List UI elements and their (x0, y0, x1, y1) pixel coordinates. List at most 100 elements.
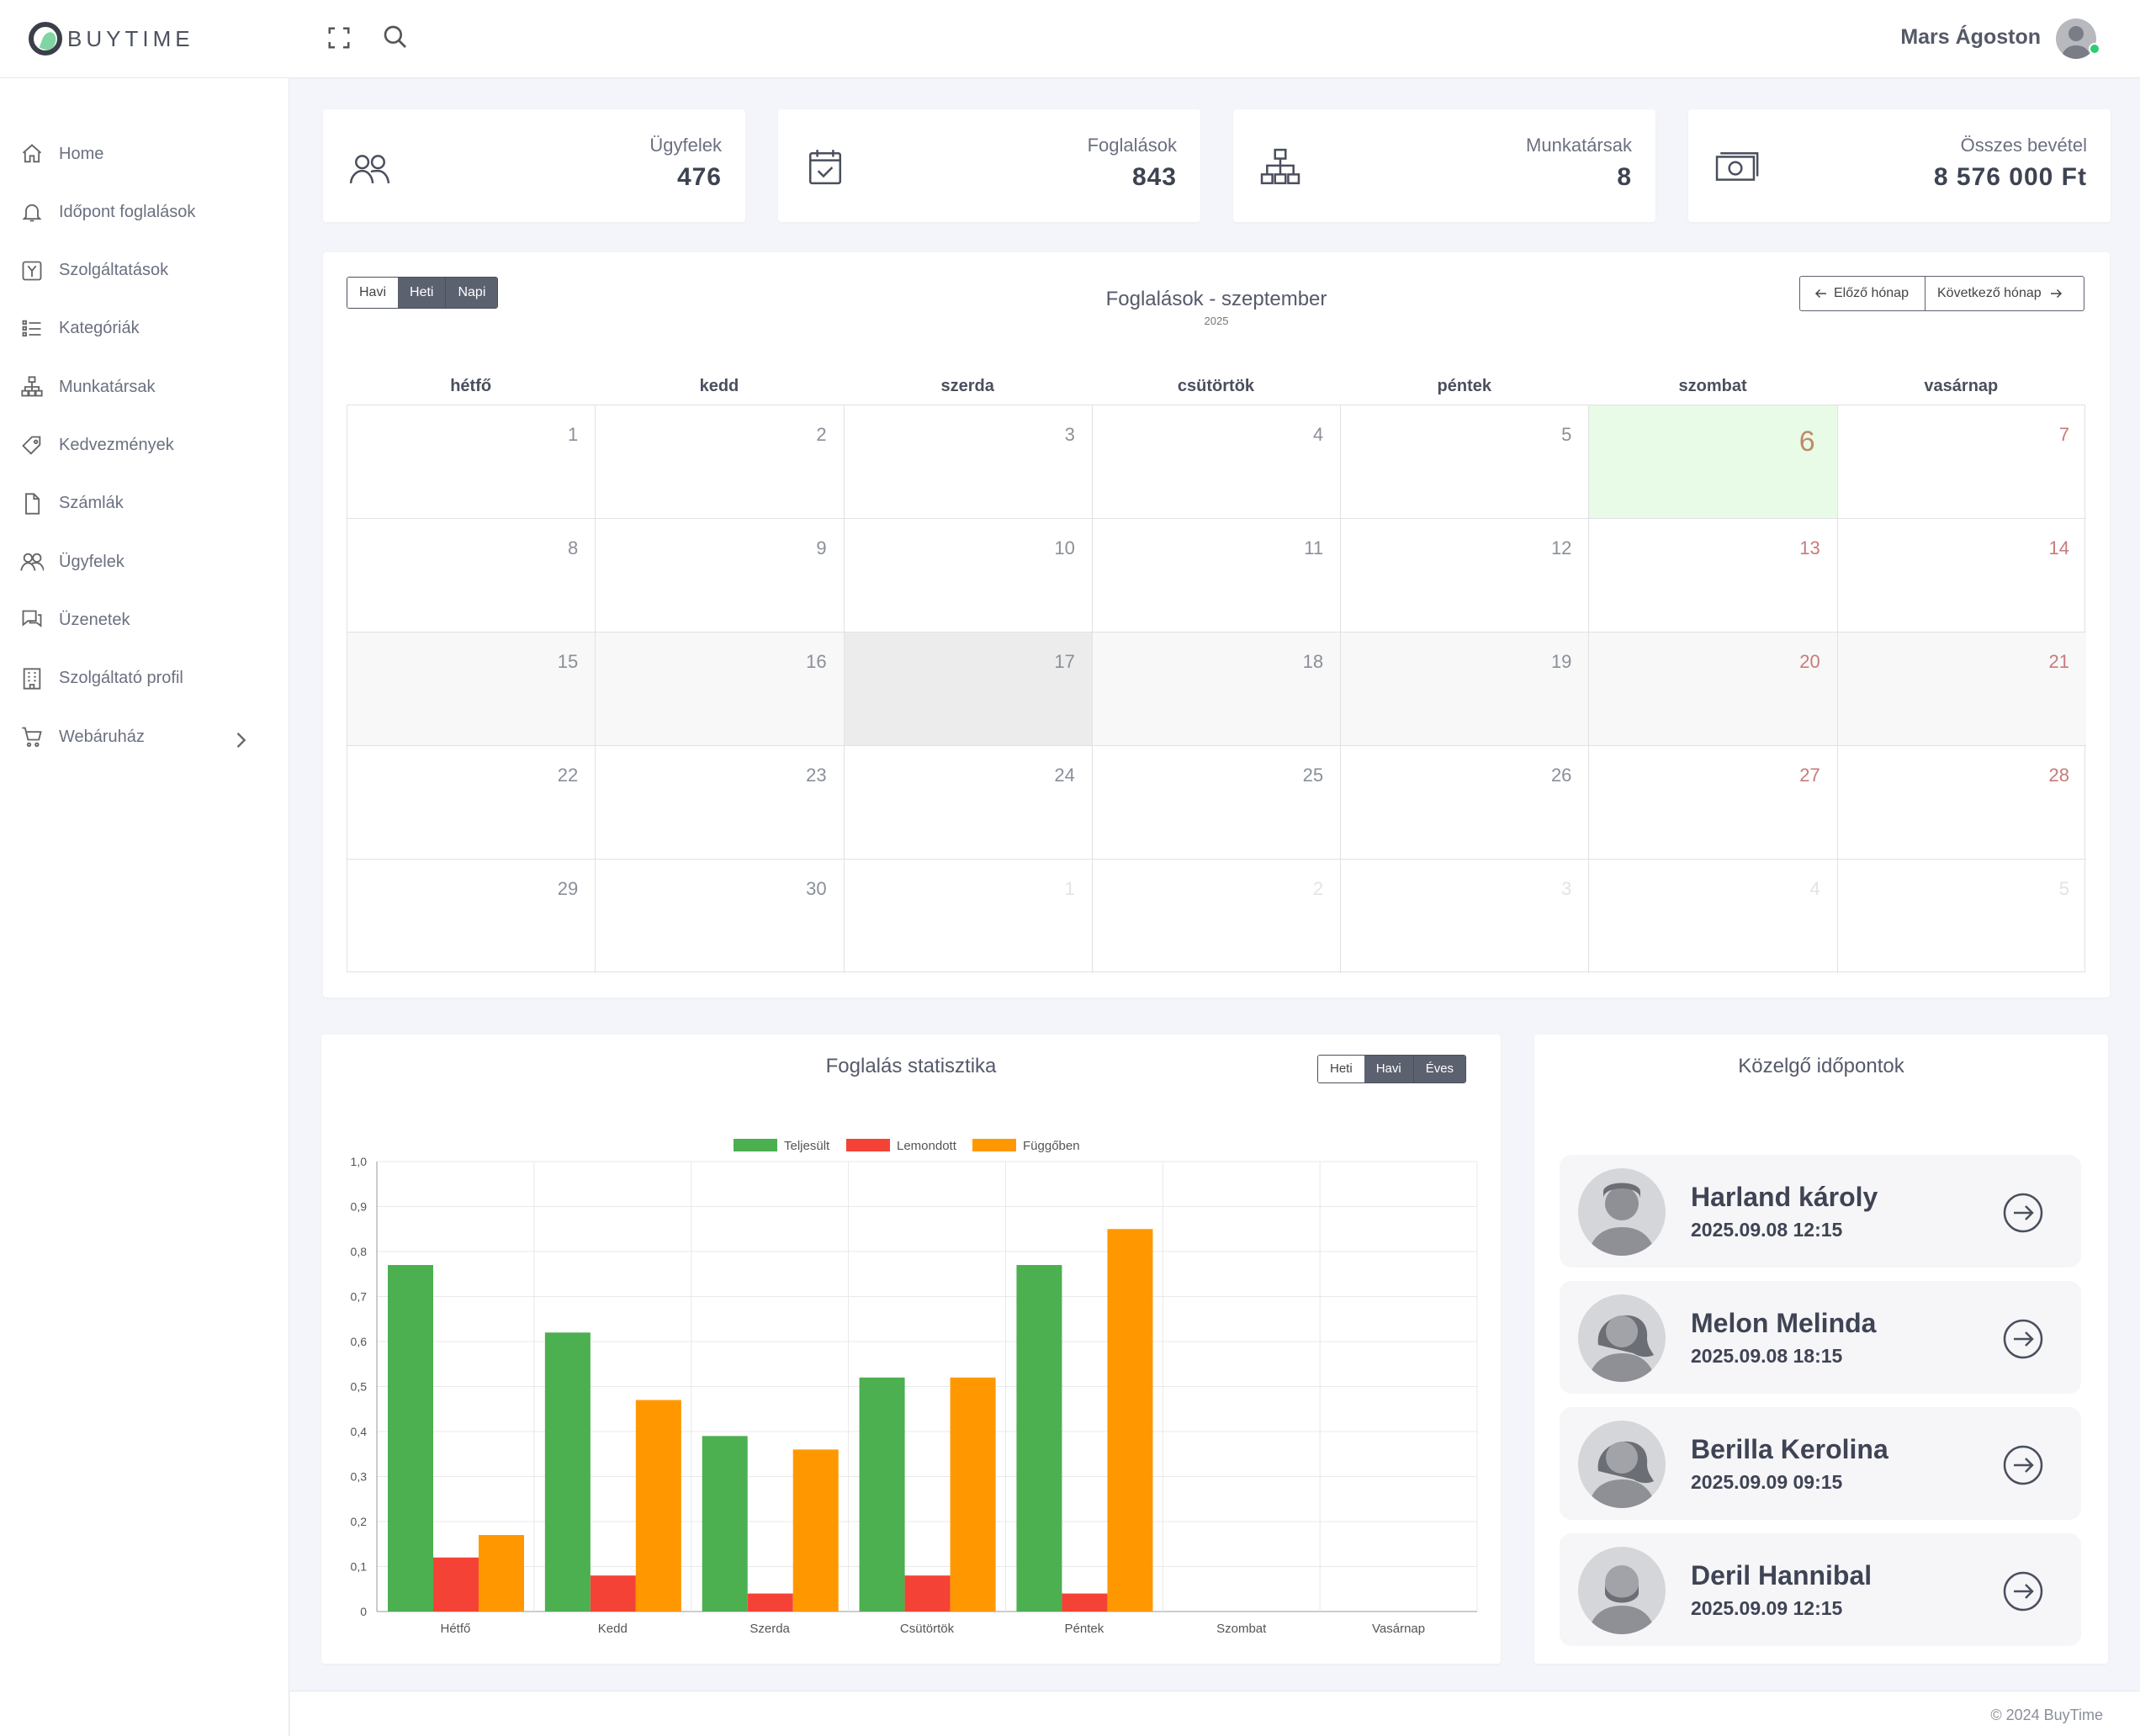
sidebar-item-org-chart[interactable]: Munkatársak (20, 370, 273, 404)
calendar-day[interactable]: 25 (1092, 746, 1342, 860)
calendar-day[interactable]: 20 (1589, 632, 1838, 746)
calendar-day[interactable]: 11 (1092, 519, 1342, 632)
user-avatar[interactable] (2056, 19, 2096, 59)
appointment-time: 2025.09.08 12:15 (1691, 1219, 1843, 1241)
range-heti-button[interactable]: Heti (1318, 1056, 1364, 1082)
file-icon (25, 493, 40, 515)
calendar-day[interactable]: 17 (844, 632, 1093, 746)
calendar-day[interactable]: 24 (844, 746, 1093, 860)
calendar-day[interactable]: 18 (1092, 632, 1342, 746)
sidebar-item-file[interactable]: Számlák (20, 487, 273, 521)
calendar-day[interactable]: 14 (1837, 519, 2086, 632)
calendar-day[interactable]: 4 (1092, 405, 1342, 519)
fullscreen-icon[interactable] (326, 25, 352, 50)
stat-card-org-chart[interactable]: Munkatársak 8 (1233, 109, 1655, 222)
view-heti-button[interactable]: Heti (398, 278, 446, 308)
sidebar-item-tag[interactable]: Kedvezmények (20, 429, 273, 463)
calendar-day[interactable]: 21 (1837, 632, 2086, 746)
calendar-day[interactable]: 3 (844, 405, 1093, 519)
appointment-item[interactable]: Melon Melinda 2025.09.08 18:15 (1560, 1281, 2081, 1394)
calendar-day[interactable]: 19 (1341, 632, 1590, 746)
calendar-day[interactable]: 30 (596, 860, 845, 973)
calendar-grid: 1 2 3 4 5 6 7 8 9 10 11 12 13 14 15 16 17 18 19 20 21 22 23 24 2… (347, 405, 2086, 973)
appointment-avatar (1578, 1421, 1666, 1508)
calendar-day[interactable]: 12 (1341, 519, 1590, 632)
calendar-day[interactable]: 1 (347, 405, 596, 519)
calendar-day-outside[interactable]: 4 (1589, 860, 1838, 973)
male-avatar-icon (1588, 1183, 1655, 1256)
calendar-day[interactable]: 15 (347, 632, 596, 746)
calendar-day[interactable]: 27 (1589, 746, 1838, 860)
next-month-label: Következő hónap (1937, 286, 2042, 300)
prev-month-button[interactable]: Előző hónap (1799, 276, 1925, 311)
money-icon (1715, 152, 1759, 181)
sidebar-item-home[interactable]: Home (20, 137, 273, 171)
stat-card-users[interactable]: Ügyfelek 476 (323, 109, 745, 222)
stat-card-calendar-check[interactable]: Foglalások 843 (778, 109, 1200, 222)
sidebar-item-messages[interactable]: Üzenetek (20, 603, 273, 637)
search-icon[interactable] (382, 24, 409, 50)
sidebar-item-label: Ügyfelek (59, 552, 124, 571)
calendar-day[interactable]: 29 (347, 860, 596, 973)
arrow-circle-right-icon[interactable] (2002, 1570, 2044, 1612)
calendar-day[interactable]: 5 (1341, 405, 1590, 519)
calendar-day-outside[interactable]: 2 (1093, 860, 1342, 973)
calendar-day[interactable]: 9 (596, 519, 845, 632)
calendar-day[interactable]: 28 (1837, 746, 2086, 860)
calendar-day-today[interactable]: 6 (1589, 405, 1838, 519)
day-number: 4 (1809, 878, 1820, 899)
x-tick-label: Szombat (1216, 1622, 1267, 1636)
calendar-day[interactable]: 8 (347, 519, 596, 632)
appointment-avatar (1578, 1547, 1666, 1634)
calendar-day[interactable]: 10 (844, 519, 1093, 632)
appointment-item[interactable]: Harland károly 2025.09.08 12:15 (1560, 1155, 2081, 1268)
calendar-day[interactable]: 23 (596, 746, 845, 860)
sidebar-item-list[interactable]: Kategóriák (20, 312, 273, 346)
next-month-button[interactable]: Következő hónap (1925, 276, 2084, 311)
org-chart-icon (1260, 148, 1300, 185)
range-havi-button[interactable]: Havi (1364, 1056, 1413, 1082)
calendar-day-outside[interactable]: 5 (1838, 860, 2086, 973)
day-number: 9 (816, 537, 827, 558)
calendar-day[interactable]: 26 (1341, 746, 1590, 860)
sidebar-item-bell[interactable]: Időpont foglalások (20, 195, 273, 229)
day-number: 18 (1302, 651, 1324, 672)
stat-label: Ügyfelek (649, 135, 722, 156)
appointment-item[interactable]: Deril Hannibal 2025.09.09 12:15 (1560, 1533, 2081, 1646)
calendar-day[interactable]: 22 (347, 746, 596, 860)
stat-value: 8 (1617, 163, 1632, 191)
arrow-circle-right-icon[interactable] (2002, 1318, 2044, 1360)
calendar-day[interactable]: 2 (596, 405, 845, 519)
day-number: 5 (1561, 424, 1572, 445)
username[interactable]: Mars Ágoston (1900, 25, 2041, 49)
range-eves-button[interactable]: Éves (1412, 1056, 1466, 1082)
stat-label: Foglalások (1087, 135, 1177, 156)
arrow-circle-right-icon[interactable] (2002, 1444, 2044, 1486)
day-number: 4 (1312, 424, 1324, 445)
day-number: 27 (1799, 765, 1820, 786)
calendar-day[interactable]: 13 (1589, 519, 1838, 632)
view-havi-button[interactable]: Havi (347, 278, 399, 308)
day-number: 13 (1799, 537, 1820, 558)
appointment-item[interactable]: Berilla Kerolina 2025.09.09 09:15 (1560, 1407, 2081, 1520)
calendar-day[interactable]: 7 (1837, 405, 2086, 519)
day-number: 25 (1302, 765, 1324, 786)
arrow-circle-right-icon[interactable] (2002, 1192, 2044, 1234)
calendar-day-outside[interactable]: 1 (845, 860, 1093, 973)
calendar-day[interactable]: 16 (596, 632, 845, 746)
female-avatar-icon (1588, 1315, 1655, 1382)
day-number: 30 (806, 878, 827, 899)
sidebar-item-building[interactable]: Szolgáltató profil (20, 662, 273, 696)
view-napi-button[interactable]: Napi (445, 278, 498, 308)
sidebar-item-users[interactable]: Ügyfelek (20, 545, 273, 579)
sidebar-item-label: Üzenetek (59, 610, 130, 629)
sidebar-item-cart[interactable]: Webáruház (20, 720, 273, 754)
appointment-time: 2025.09.09 09:15 (1691, 1471, 1843, 1493)
brand[interactable]: BUYTIME (29, 22, 194, 56)
calendar-day-outside[interactable]: 3 (1341, 860, 1590, 973)
stat-card-money[interactable]: Összes bevétel 8 576 000 Ft (1688, 109, 2111, 222)
legend-swatch (846, 1139, 890, 1151)
sidebar-item-label: Szolgáltató profil (59, 669, 183, 688)
sidebar-item-service[interactable]: Szolgáltatások (20, 254, 273, 288)
female-avatar-icon (1588, 1441, 1655, 1508)
